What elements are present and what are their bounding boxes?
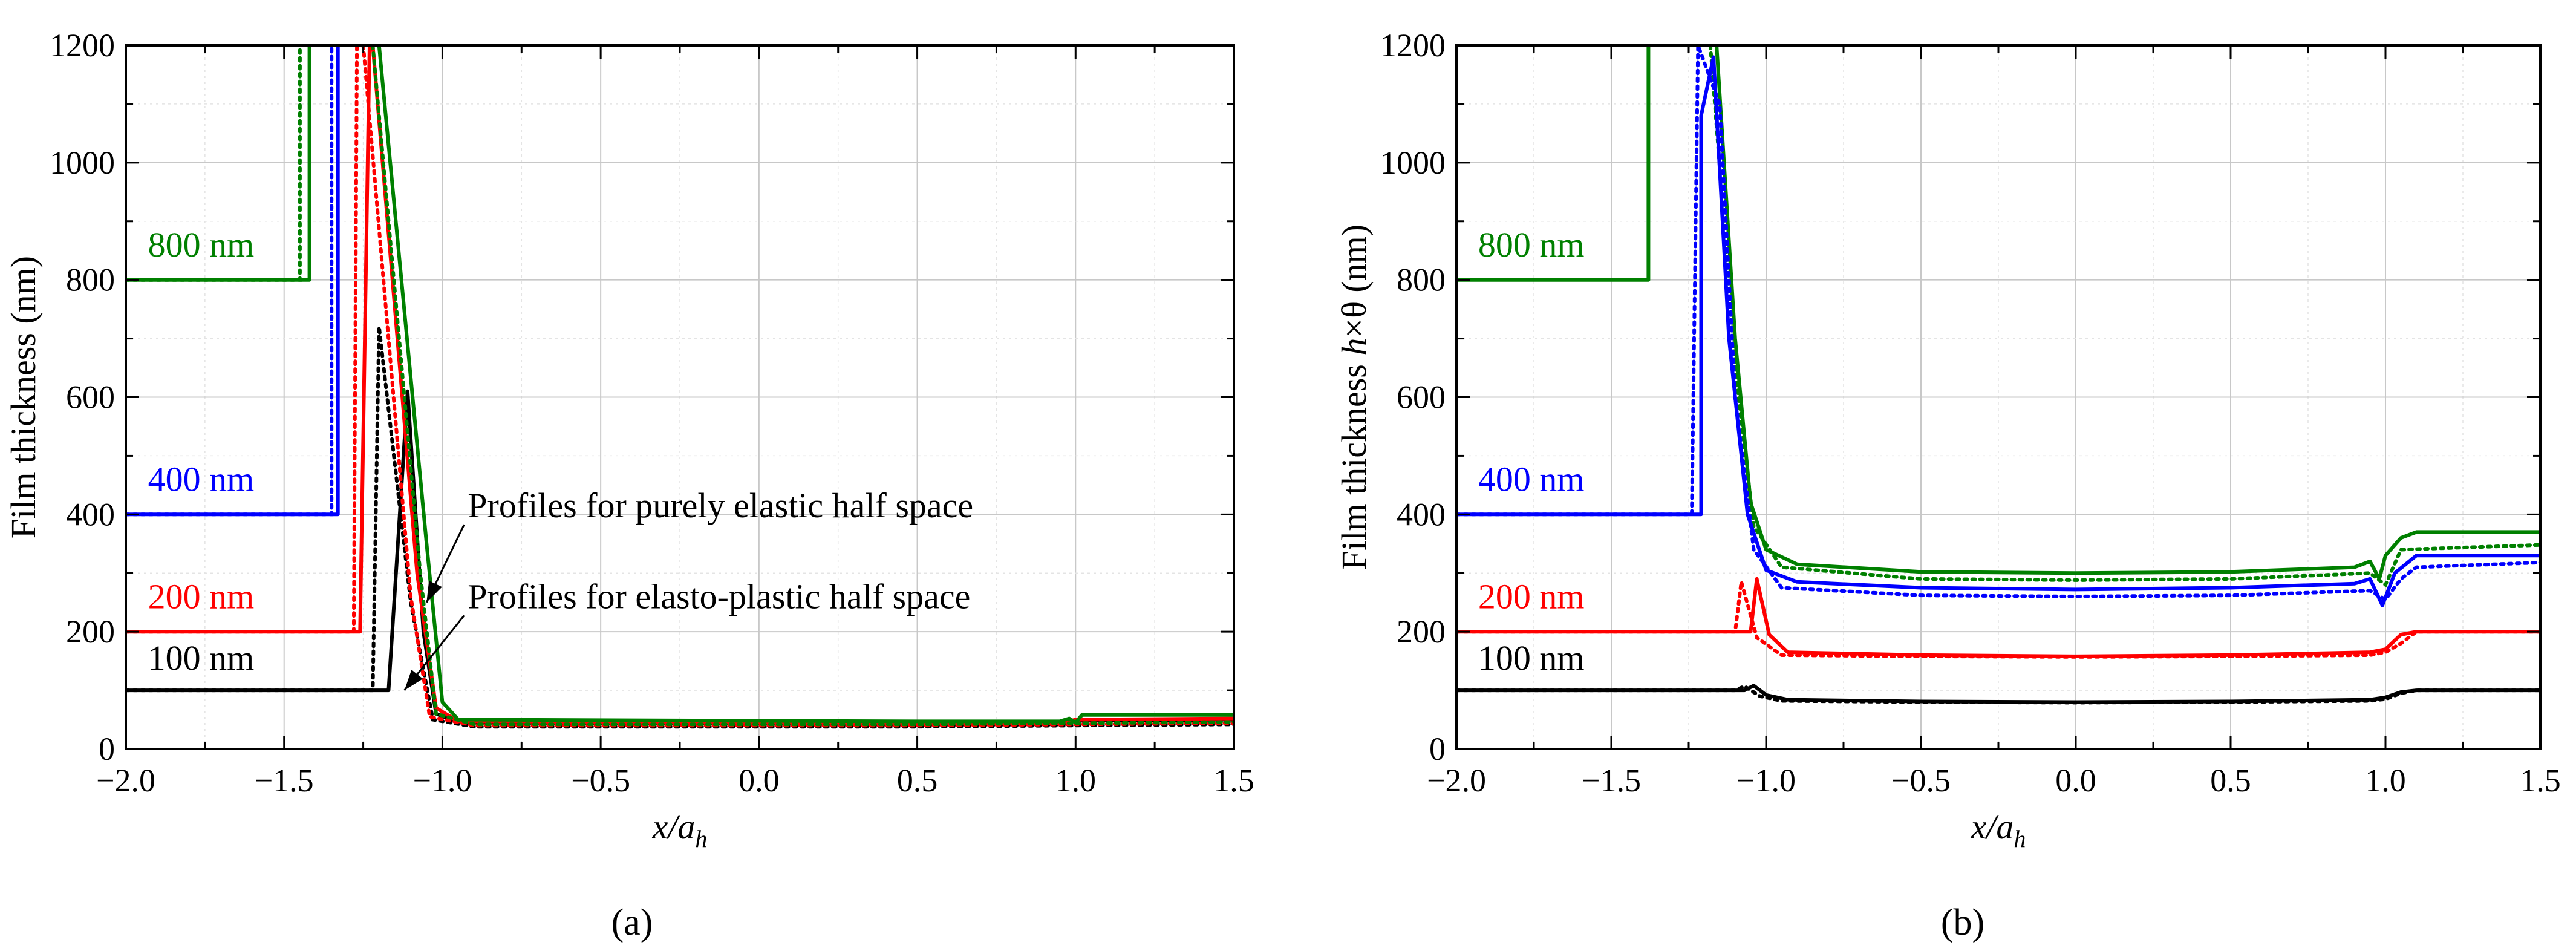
y-tick-label: 400 bbox=[66, 496, 115, 532]
y-tick-label: 600 bbox=[1397, 379, 1446, 416]
x-tick-label: −0.5 bbox=[1891, 762, 1951, 799]
x-tick-label: −1.0 bbox=[412, 762, 472, 799]
y-tick-label: 1000 bbox=[50, 145, 115, 181]
chart-a: 800 nm 400 nm 200 nm 100 nm Profiles for pur… bbox=[4, 27, 1254, 852]
y-tick-label: 800 bbox=[66, 262, 115, 298]
x-tick-label: 1.0 bbox=[1055, 762, 1097, 799]
x-tick-label: 1.0 bbox=[2365, 762, 2406, 799]
series-label: 100 nm bbox=[1478, 638, 1585, 678]
series-line-dotted-0 bbox=[1708, 45, 2540, 588]
series-line-solid-3 bbox=[1456, 684, 2540, 704]
series-line-dotted-1 bbox=[1456, 45, 2540, 602]
series-group bbox=[1456, 45, 2540, 705]
x-tick-label: 1.5 bbox=[1213, 762, 1254, 799]
series-label: 100 nm bbox=[148, 638, 255, 678]
series-line-solid-0 bbox=[1456, 45, 2540, 581]
chart-b: 800 nm 400 nm 200 nm 100 nm −2.0 −1.5 −1.0 −0.5… bbox=[1334, 27, 2561, 852]
x-tick-label: 0.0 bbox=[2055, 762, 2096, 799]
x-axis-label: x/ah bbox=[652, 807, 708, 852]
x-tick-label: −1.0 bbox=[1736, 762, 1796, 799]
series-line-solid-2 bbox=[126, 45, 371, 634]
x-tick-label: 1.5 bbox=[2520, 762, 2561, 799]
y-tick-label: 0 bbox=[1429, 731, 1446, 767]
series-label: 200 nm bbox=[1478, 577, 1585, 616]
y-tick-label: 400 bbox=[1397, 496, 1446, 532]
series-line-solid-5 bbox=[377, 45, 1234, 725]
y-tick-label: 1200 bbox=[50, 27, 115, 64]
annotation-arrowhead bbox=[426, 580, 442, 603]
series-line-solid-0 bbox=[126, 45, 311, 282]
x-tick-label: −2.0 bbox=[96, 762, 155, 799]
caption-b: (b) bbox=[1941, 902, 1984, 943]
annotation-arrowhead bbox=[404, 670, 423, 691]
x-tick-label: 0.5 bbox=[2210, 762, 2251, 799]
series-label: 400 nm bbox=[1478, 460, 1585, 499]
x-tick-label: −1.5 bbox=[1582, 762, 1641, 799]
y-tick-label: 200 bbox=[66, 613, 115, 650]
series-group bbox=[126, 45, 1234, 729]
series-line-dotted-4 bbox=[361, 45, 1234, 728]
x-axis-label: x/ah bbox=[1971, 807, 2026, 852]
y-axis-label: Film thickness h×θ (nm) bbox=[1334, 224, 1374, 570]
y-tick-label: 800 bbox=[1397, 262, 1446, 298]
x-tick-label: 0.0 bbox=[739, 762, 780, 799]
y-tick-label: 1000 bbox=[1380, 145, 1446, 181]
series-label: 800 nm bbox=[1478, 225, 1585, 264]
grid bbox=[125, 45, 1234, 750]
series-line-dotted-5 bbox=[371, 45, 1234, 727]
x-tick-label: −2.0 bbox=[1427, 762, 1486, 799]
series-line-solid-4 bbox=[371, 45, 1234, 725]
y-tick-label: 0 bbox=[99, 731, 115, 767]
series-line-solid-1 bbox=[1456, 55, 2540, 607]
series-line-dotted-3 bbox=[126, 326, 1234, 729]
grid bbox=[1456, 45, 2541, 750]
caption-a: (a) bbox=[611, 902, 653, 943]
series-line-solid-3 bbox=[126, 389, 1234, 727]
x-tick-label: 0.5 bbox=[897, 762, 938, 799]
annotation-text: Profiles for elasto-plastic half space bbox=[468, 577, 970, 616]
series-label: 800 nm bbox=[148, 225, 255, 264]
x-tick-label: −1.5 bbox=[255, 762, 314, 799]
annotation-text: Profiles for purely elastic half space bbox=[468, 486, 973, 525]
y-axis-label: Film thickness (nm) bbox=[4, 256, 43, 538]
series-line-solid-2 bbox=[1456, 577, 2540, 658]
series-line-solid-1 bbox=[126, 45, 340, 517]
y-tick-label: 1200 bbox=[1380, 27, 1446, 64]
x-tick-label: −0.5 bbox=[571, 762, 630, 799]
y-tick-label: 600 bbox=[66, 379, 115, 416]
series-label: 400 nm bbox=[148, 460, 255, 499]
series-label: 200 nm bbox=[148, 577, 255, 616]
y-tick-label: 200 bbox=[1397, 613, 1446, 650]
